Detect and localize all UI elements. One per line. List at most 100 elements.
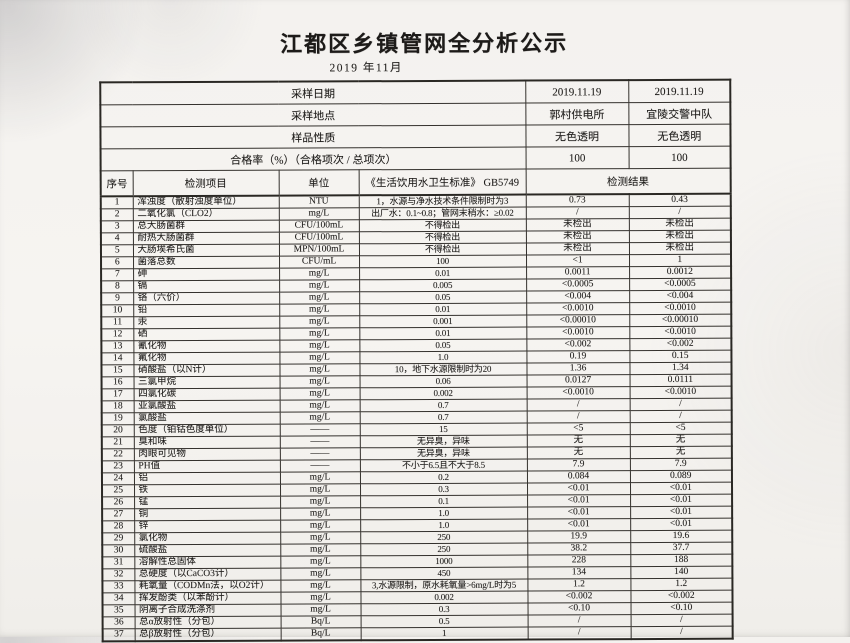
pass-rate-label: 合格率（%）（合格项次 / 总项次）: [100, 147, 526, 171]
standard-limit: 0.01: [359, 303, 527, 316]
test-item: 四氯化碳: [133, 388, 280, 401]
test-item: 挥发酚类（以苯酚计）: [134, 592, 281, 605]
result-site1: 1.2: [527, 578, 631, 592]
standard-limit: 0.2: [359, 471, 527, 484]
row-number: 9: [101, 292, 134, 305]
sample-nature-site1: 无色透明: [525, 124, 629, 148]
result-site2: 0.43: [628, 193, 731, 207]
unit-value: mg/L: [279, 483, 361, 497]
test-item: 菌落总数: [133, 256, 280, 269]
row-number: 20: [101, 424, 134, 437]
test-item: 总硬度（以CaCO3计）: [134, 568, 281, 581]
unit-value: mg/L: [280, 543, 361, 557]
result-site2: 未检出: [628, 218, 731, 231]
standard-limit: 1000: [360, 555, 528, 568]
standard-limit: 3,水源限制，原水耗氧量>6mg/L时为5: [360, 579, 528, 592]
row-number: 13: [101, 340, 134, 353]
test-item: 色度（铂钴色度单位）: [133, 424, 280, 437]
result-site2: 0.0111: [629, 374, 732, 387]
result-site1: 19.9: [527, 530, 631, 544]
result-site1: 228: [527, 554, 631, 568]
result-site2: 无: [629, 434, 732, 447]
test-item: 二氧化氯（CLO2）: [132, 208, 279, 221]
result-site1: <0.002: [527, 590, 631, 604]
standard-limit: 0.1: [360, 495, 528, 508]
test-item: 总α放射性（分包）: [134, 616, 281, 629]
row-number: 32: [102, 568, 135, 581]
unit-value: CFU/100mL: [278, 219, 359, 233]
pass-rate-site2: 100: [628, 146, 731, 169]
result-site2: 0.15: [629, 350, 732, 363]
standard-limit: 0.005: [359, 279, 527, 292]
unit-value: Bq/L: [280, 615, 361, 629]
result-site1: <0.00010: [526, 314, 630, 328]
test-item: 浑浊度（散射浊度单位）: [132, 195, 279, 209]
result-site2: /: [629, 410, 732, 423]
unit-value: mg/L: [279, 375, 360, 389]
row-number: 26: [102, 496, 135, 509]
result-site2: 140: [630, 566, 733, 579]
row-number: 27: [102, 508, 135, 521]
unit-value: mg/L: [278, 207, 359, 221]
result-site2: 7.9: [629, 458, 732, 471]
test-item: 大肠埃希氏菌: [132, 244, 280, 257]
info-section: 采样日期 2019.11.19 2019.11.19 采样地点 郭村供电所 宜陵…: [100, 79, 731, 197]
result-site1: /: [526, 398, 630, 412]
standard-limit: 0.01: [359, 327, 527, 340]
test-item: 锰: [134, 496, 281, 509]
unit-value: mg/L: [280, 591, 361, 605]
row-number: 16: [101, 376, 134, 389]
result-site2: 1.2: [630, 578, 733, 591]
result-site2: 19.6: [630, 530, 733, 543]
standard-limit: 0.002: [360, 591, 528, 604]
unit-value: ——: [279, 447, 360, 461]
row-number: 11: [101, 316, 134, 329]
standard-limit: 250: [360, 531, 528, 544]
standard-limit: 不得检出: [358, 219, 526, 232]
row-number: 18: [101, 400, 134, 413]
standard-limit: 1: [360, 627, 528, 641]
pass-rate-row: 合格率（%）（合格项次 / 总项次） 100 100: [100, 146, 731, 171]
row-number: 28: [102, 520, 135, 533]
unit-value: ——: [279, 423, 360, 437]
result-site2: /: [630, 626, 733, 640]
sampling-date-site1: 2019.11.19: [525, 80, 629, 104]
unit-value: mg/L: [279, 339, 360, 353]
row-number: 33: [102, 580, 135, 593]
unit-value: CFU/100mL: [278, 231, 359, 245]
standard-limit: 出厂水：0.1~0.8；管网末稍水：≥0.02: [358, 207, 526, 220]
row-number: 6: [101, 256, 134, 269]
test-item: 锌: [134, 520, 281, 533]
unit-value: mg/L: [280, 519, 361, 533]
page-title: 江都区乡镇管网全分析公示: [280, 30, 569, 57]
unit-value: mg/L: [279, 267, 360, 281]
standard-limit: 0.002: [359, 387, 527, 400]
unit-value: MPN/100mL: [278, 243, 360, 257]
result-site1: 0.084: [526, 470, 630, 484]
row-number: 36: [102, 616, 135, 629]
result-site1: <0.01: [527, 506, 631, 520]
result-site2: <0.004: [629, 290, 732, 303]
standard-limit: 0.05: [359, 339, 527, 352]
water-analysis-table: 采样日期 2019.11.19 2019.11.19 采样地点 郭村供电所 宜陵…: [99, 78, 734, 643]
standard-limit: 15: [359, 423, 527, 436]
result-site1: 134: [527, 566, 631, 580]
result-site1: 未检出: [525, 218, 629, 232]
row-number: 25: [102, 484, 135, 497]
result-site2: <0.01: [629, 482, 733, 495]
row-number: 23: [101, 460, 134, 473]
col-header-item: 检测项目: [132, 170, 279, 197]
standard-limit: 1.0: [359, 351, 527, 364]
result-site1: <0.01: [526, 482, 631, 496]
result-site2: <0.002: [630, 590, 733, 603]
unit-value: mg/L: [279, 363, 360, 377]
standard-limit: 不得检出: [358, 231, 526, 244]
unit-value: mg/L: [280, 579, 361, 593]
unit-value: mg/L: [280, 531, 361, 545]
row-number: 4: [100, 232, 133, 245]
result-site1: 未检出: [525, 230, 629, 244]
result-site1: <0.0010: [526, 386, 630, 400]
unit-value: ——: [279, 435, 360, 449]
test-item: 总大肠菌群: [132, 220, 279, 233]
